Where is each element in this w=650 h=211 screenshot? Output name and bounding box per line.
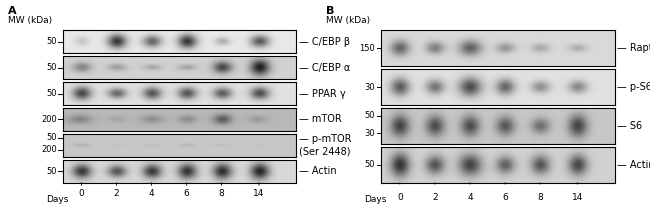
Text: — PPAR γ: — PPAR γ <box>299 89 346 99</box>
Text: 50: 50 <box>46 89 57 98</box>
Text: — mTOR: — mTOR <box>299 114 342 124</box>
Text: 200: 200 <box>41 145 57 154</box>
Text: 0: 0 <box>79 189 84 198</box>
Text: 8: 8 <box>218 189 224 198</box>
Text: 50: 50 <box>46 166 57 176</box>
Text: — C/EBP β: — C/EBP β <box>299 37 350 47</box>
Text: — Actin: — Actin <box>299 166 337 176</box>
Text: — S6: — S6 <box>618 121 643 131</box>
Text: — p-mTOR
(Ser 2448): — p-mTOR (Ser 2448) <box>299 134 352 156</box>
Text: 150: 150 <box>359 44 375 53</box>
Text: 50: 50 <box>46 63 57 72</box>
Text: 30: 30 <box>365 128 375 138</box>
Text: — C/EBP α: — C/EBP α <box>299 63 350 73</box>
Text: 14: 14 <box>572 193 583 202</box>
Text: — Actin: — Actin <box>618 160 650 170</box>
Text: 30: 30 <box>365 83 375 92</box>
Text: 14: 14 <box>254 189 265 198</box>
Text: 6: 6 <box>184 189 189 198</box>
Text: 8: 8 <box>537 193 543 202</box>
Text: B: B <box>326 6 335 16</box>
Text: 4: 4 <box>467 193 473 202</box>
Text: — Raptor: — Raptor <box>618 43 650 53</box>
Text: 0: 0 <box>397 193 403 202</box>
Text: Days: Days <box>46 195 68 204</box>
Text: MW (kDa): MW (kDa) <box>326 16 370 25</box>
Text: 50: 50 <box>365 160 375 169</box>
Text: Days: Days <box>365 195 387 204</box>
Text: 50: 50 <box>46 133 57 142</box>
Text: 50: 50 <box>46 37 57 46</box>
Text: 2: 2 <box>114 189 119 198</box>
Text: — p-S6: — p-S6 <box>618 82 650 92</box>
Text: A: A <box>8 6 16 16</box>
Text: MW (kDa): MW (kDa) <box>8 16 52 25</box>
Text: 4: 4 <box>149 189 154 198</box>
Text: 200: 200 <box>41 115 57 124</box>
Text: 6: 6 <box>502 193 508 202</box>
Text: 2: 2 <box>432 193 437 202</box>
Text: 50: 50 <box>365 111 375 120</box>
